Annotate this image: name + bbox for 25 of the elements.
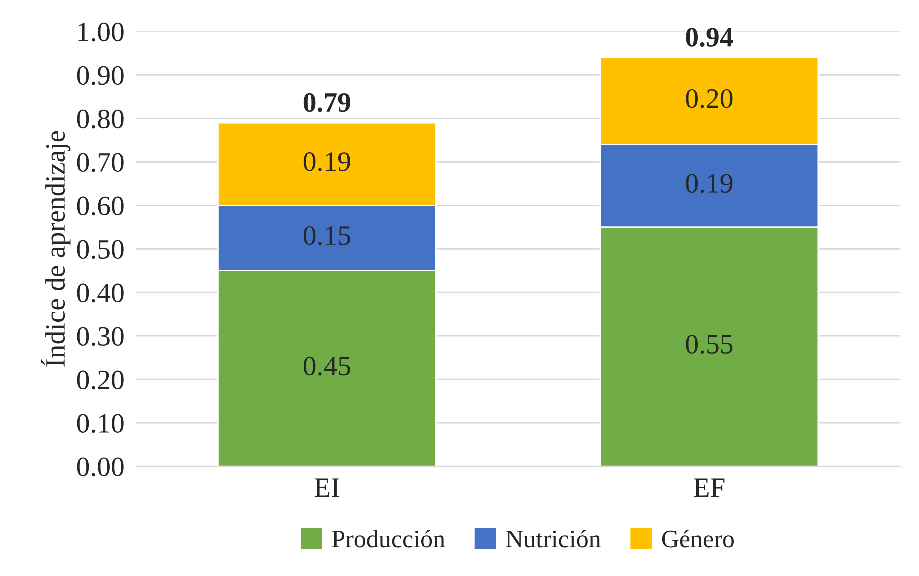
total-label: 0.79 <box>304 93 350 112</box>
legend-label: Nutrición <box>506 530 601 548</box>
y-tick-label: 0.80 <box>77 110 124 129</box>
y-tick-label: 0.50 <box>77 240 124 260</box>
y-tick-label: 0.00 <box>77 458 124 477</box>
y-tick-label: 0.90 <box>77 66 124 86</box>
data-label: 0.20 <box>686 89 733 108</box>
y-tick-label: 0.30 <box>77 327 124 346</box>
x-tick-label: EF <box>694 478 725 497</box>
y-tick-label: 0.10 <box>77 414 124 434</box>
y-tick-label: 0.60 <box>77 196 124 216</box>
data-label: 0.15 <box>304 226 350 246</box>
legend-label: Género <box>662 530 734 548</box>
y-tick-label: 0.70 <box>77 153 124 172</box>
legend-label: Producción <box>332 530 446 548</box>
data-label: 0.19 <box>686 174 733 194</box>
data-label: 0.45 <box>304 356 350 376</box>
y-tick-label: 1.00 <box>78 22 124 42</box>
data-label: 0.19 <box>304 152 350 172</box>
x-tick-label: EI <box>314 478 340 497</box>
data-label: 0.55 <box>686 335 733 354</box>
y-axis-title: Índice de aprendizaje <box>41 131 71 367</box>
y-tick-label: 0.20 <box>77 370 124 390</box>
y-tick-label: 0.40 <box>77 284 124 303</box>
total-label: 0.94 <box>686 28 734 48</box>
